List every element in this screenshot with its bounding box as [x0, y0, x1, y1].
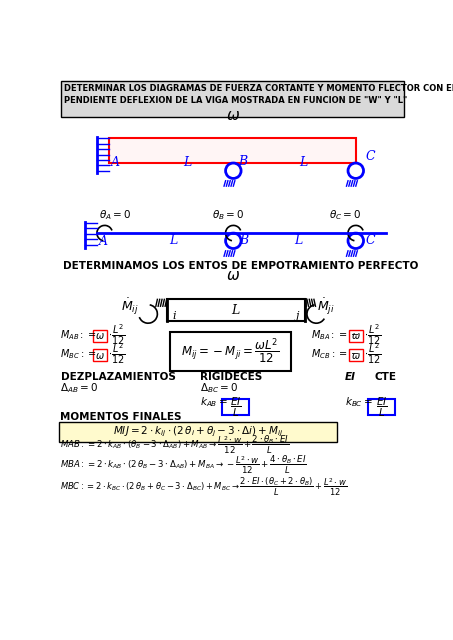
Text: $\dfrac{EI}{L}$: $\dfrac{EI}{L}$ [376, 396, 387, 419]
Text: $\cdot\dfrac{L^2}{12}$: $\cdot\dfrac{L^2}{12}$ [363, 323, 381, 347]
Text: A: A [111, 156, 120, 169]
Text: $M_{BA}:=-$: $M_{BA}:=-$ [311, 328, 359, 342]
FancyBboxPatch shape [61, 81, 404, 117]
Text: $M_{ij}=-M_{ji}=\dfrac{\omega L^2}{12}$: $M_{ij}=-M_{ji}=\dfrac{\omega L^2}{12}$ [181, 337, 280, 366]
Text: $\omega$: $\omega$ [226, 269, 241, 283]
Text: $\theta_B=0$: $\theta_B=0$ [212, 208, 244, 221]
Text: $\omega$: $\omega$ [226, 109, 241, 123]
Text: $\dfrac{EI}{L}$: $\dfrac{EI}{L}$ [230, 396, 241, 419]
Text: $\omega$: $\omega$ [351, 351, 361, 360]
Text: $MBA:=2\cdot k_{AB}\cdot(2\,\theta_B-3\cdot\Delta_{AB})+M_{BA}\rightarrow-\dfrac: $MBA:=2\cdot k_{AB}\cdot(2\,\theta_B-3\c… [61, 454, 307, 476]
Text: C: C [365, 150, 375, 163]
Text: $k_{AB}=$: $k_{AB}=$ [200, 396, 228, 410]
Text: $M_{AB}:=$: $M_{AB}:=$ [61, 328, 96, 342]
Text: $k_{BC}=$: $k_{BC}=$ [345, 396, 373, 410]
Text: DETERMINAMOS LOS ENTOS DE EMPOTRAMIENTO PERFECTO: DETERMINAMOS LOS ENTOS DE EMPOTRAMIENTO … [63, 261, 418, 271]
FancyBboxPatch shape [349, 349, 363, 361]
Text: $\Delta_{AB}=0$: $\Delta_{AB}=0$ [61, 381, 99, 395]
Text: L: L [299, 156, 307, 169]
Text: $\cdot\dfrac{L^2}{12}$: $\cdot\dfrac{L^2}{12}$ [108, 342, 125, 367]
Bar [109, 138, 356, 163]
Text: A: A [99, 235, 108, 248]
FancyBboxPatch shape [368, 399, 395, 415]
Text: $MAB:=2\cdot k_{AB}\cdot(\theta_B-3\cdot\Delta_{AB})+M_{AB}\rightarrow\dfrac{L^2: $MAB:=2\cdot k_{AB}\cdot(\theta_B-3\cdot… [61, 433, 290, 456]
Text: RIGIDECES: RIGIDECES [200, 372, 262, 381]
Text: L: L [169, 234, 177, 247]
Text: $M_{BC}:=$: $M_{BC}:=$ [61, 347, 97, 361]
Text: C: C [365, 234, 375, 247]
Text: EI: EI [345, 372, 356, 381]
Text: $\theta_C=0$: $\theta_C=0$ [329, 208, 362, 221]
Text: $\cdot\dfrac{L^2}{12}$: $\cdot\dfrac{L^2}{12}$ [108, 323, 125, 347]
FancyBboxPatch shape [222, 399, 249, 415]
Text: $M_{CB}:=-$: $M_{CB}:=-$ [311, 347, 359, 361]
Text: $\omega$: $\omega$ [351, 332, 361, 341]
Text: PENDIENTE DEFLEXION DE LA VIGA MOSTRADA EN FUNCION DE "W" Y "L": PENDIENTE DEFLEXION DE LA VIGA MOSTRADA … [63, 96, 407, 105]
FancyBboxPatch shape [170, 332, 291, 371]
Text: CTE: CTE [374, 372, 396, 381]
FancyBboxPatch shape [93, 349, 107, 361]
Text: MOMENTOS FINALES: MOMENTOS FINALES [61, 412, 182, 422]
Text: $\omega$: $\omega$ [95, 332, 105, 341]
Text: j: j [295, 311, 299, 321]
Text: DETERMINAR LOS DIAGRAMAS DE FUERZA CORTANTE Y MOMENTO FLECTOR CON EL MÉTODO DE: DETERMINAR LOS DIAGRAMAS DE FUERZA CORTA… [63, 84, 453, 93]
FancyBboxPatch shape [93, 330, 107, 342]
Text: $\dot{M}_{ij}$: $\dot{M}_{ij}$ [121, 296, 139, 317]
Text: $\theta_A=0$: $\theta_A=0$ [99, 208, 131, 221]
FancyBboxPatch shape [59, 422, 337, 442]
Text: $MIJ=2\cdot k_{ij}\cdot(2\,\theta_i+\theta_j-3\cdot\Delta i)+M_{ij}$: $MIJ=2\cdot k_{ij}\cdot(2\,\theta_i+\the… [112, 424, 283, 439]
Text: $\Delta_{BC}=0$: $\Delta_{BC}=0$ [200, 381, 238, 395]
Bar [167, 300, 304, 321]
Text: $\omega$: $\omega$ [95, 351, 105, 360]
Text: L: L [183, 156, 191, 169]
Text: i: i [173, 311, 176, 321]
Text: DEZPLAZAMIENTOS: DEZPLAZAMIENTOS [61, 372, 175, 381]
Text: L: L [231, 303, 240, 317]
Text: $\cdot\dfrac{L^2}{12}$: $\cdot\dfrac{L^2}{12}$ [363, 342, 381, 367]
Text: $MBC:=2\cdot k_{BC}\cdot(2\,\theta_B+\theta_C-3\cdot\Delta_{BC})+M_{BC}\rightarr: $MBC:=2\cdot k_{BC}\cdot(2\,\theta_B+\th… [61, 476, 347, 498]
Text: L: L [294, 234, 303, 247]
FancyBboxPatch shape [349, 330, 363, 342]
Text: $\dot{M}_{ji}$: $\dot{M}_{ji}$ [317, 296, 335, 317]
Text: B: B [239, 234, 248, 247]
Text: B: B [238, 156, 247, 168]
